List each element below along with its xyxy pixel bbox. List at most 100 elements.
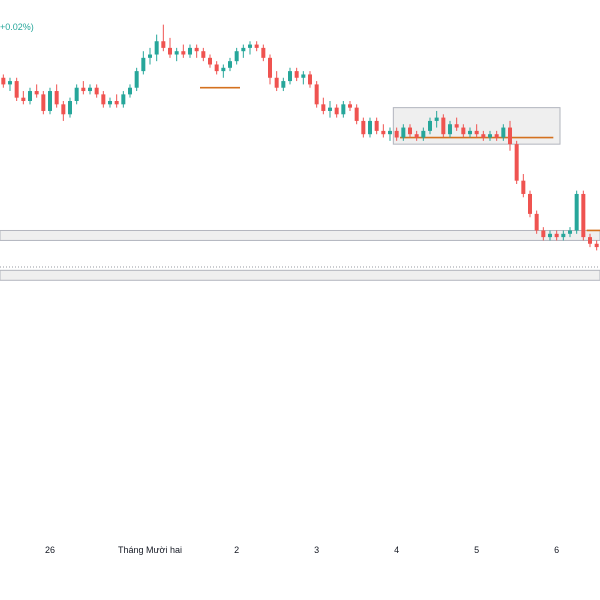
candles-layer: [1, 24, 599, 251]
candle-body: [341, 104, 346, 115]
candle: [114, 94, 119, 108]
candle: [521, 174, 526, 198]
candle: [514, 140, 519, 184]
candle-body: [574, 193, 579, 231]
candle: [228, 57, 232, 72]
candle: [368, 117, 372, 138]
candle: [348, 101, 352, 111]
candle-body: [54, 91, 59, 105]
candle: [61, 101, 66, 121]
candle-body: [301, 74, 306, 78]
candle: [261, 44, 266, 62]
x-tick-label: Tháng Mười hai: [118, 545, 182, 555]
candle: [354, 104, 359, 125]
candle-body: [161, 41, 166, 48]
candle-body: [174, 51, 179, 55]
x-tick: 2: [234, 545, 239, 555]
candle: [414, 130, 419, 141]
candle-body: [101, 94, 106, 105]
zone-box: [0, 229, 600, 241]
candle: [374, 117, 379, 135]
candle: [474, 124, 479, 138]
candle: [81, 81, 86, 95]
candle-body: [294, 71, 299, 78]
candle-body: [594, 243, 599, 248]
candle-body: [141, 57, 146, 72]
candle: [361, 117, 366, 138]
candle: [201, 47, 206, 62]
candle-body: [8, 81, 12, 85]
candle-body: [434, 117, 439, 121]
candle: [421, 127, 426, 141]
candle-body: [241, 47, 246, 52]
candle-body: [568, 230, 572, 234]
candle-body: [561, 233, 566, 238]
candle-body: [21, 97, 26, 101]
candle-body: [248, 44, 252, 48]
candle: [28, 87, 32, 105]
candle: [141, 51, 146, 75]
candle: [574, 190, 579, 234]
candle-body: [14, 81, 19, 98]
candle-body: [194, 47, 199, 52]
candle: [401, 124, 406, 141]
candle-body: [501, 127, 506, 138]
candle-body: [581, 193, 586, 238]
candle: [41, 91, 46, 115]
candle-body: [528, 193, 532, 214]
candle: [248, 41, 252, 55]
candle-body: [508, 127, 512, 145]
candle-body: [188, 47, 192, 55]
candle-body: [494, 134, 499, 138]
candle: [128, 84, 132, 98]
candle: [74, 84, 79, 105]
candle-body: [368, 120, 372, 135]
candle-body: [281, 81, 286, 88]
candle: [1, 74, 6, 88]
candle: [308, 71, 312, 88]
candle-body: [521, 180, 526, 194]
candle-body: [554, 233, 559, 238]
zone-box: [0, 269, 600, 281]
candle-body: [254, 44, 259, 48]
candle-body: [334, 107, 339, 115]
candle-body: [394, 130, 399, 138]
candle-body: [448, 124, 452, 135]
candle-body: [454, 124, 459, 128]
candle-body: [134, 71, 139, 88]
candle: [494, 130, 499, 141]
candle-body: [221, 67, 226, 72]
candle-body: [214, 64, 219, 72]
candle: [581, 190, 586, 241]
candle: [188, 44, 192, 58]
candle-body: [274, 77, 279, 88]
x-tick-label: 6: [554, 545, 559, 555]
candle: [174, 47, 179, 62]
candle: [321, 97, 326, 115]
candle-body: [154, 41, 159, 55]
price-change-label: +0.02%): [0, 22, 34, 32]
candle-body: [314, 84, 319, 105]
candle-body: [61, 104, 66, 115]
candle-body: [121, 94, 126, 105]
candle-body: [468, 130, 472, 135]
candle: [541, 227, 546, 241]
candle: [461, 124, 466, 138]
candle: [148, 47, 152, 65]
candle: [88, 84, 92, 95]
candle: [14, 77, 19, 101]
candle: [241, 44, 246, 58]
x-tick: 5: [474, 545, 479, 555]
candle: [408, 124, 412, 138]
candle: [154, 34, 159, 62]
candle: [54, 84, 59, 108]
candle-body: [408, 127, 412, 135]
candle-body: [181, 51, 186, 55]
x-tick: 26: [45, 545, 55, 555]
candle-body: [288, 71, 292, 82]
x-tick: 6: [554, 545, 559, 555]
candle: [8, 77, 12, 92]
candle-body: [541, 230, 546, 238]
candle: [34, 84, 39, 98]
